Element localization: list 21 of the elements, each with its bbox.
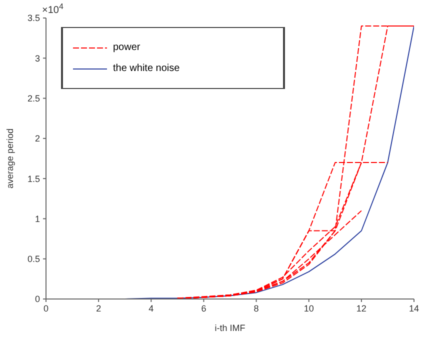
x-tick-label: 8 [254,303,259,314]
x-tick-label: 0 [43,303,49,314]
y-tick-label: 1 [34,214,40,224]
y-tick-label: 2.5 [27,93,40,104]
legend-label: the white noise [113,63,180,74]
x-tick-label: 2 [96,303,102,314]
y-tick-label: 3.5 [27,13,40,24]
y-tick-label: 1.5 [27,174,40,184]
x-tick-label: 4 [148,303,154,314]
x-tick-label: 10 [304,303,314,314]
x-tick-label: 6 [201,303,206,314]
y-tick-label: 3 [34,53,40,64]
y-tick-label: 2 [34,134,40,144]
y-tick-label: 0 [34,294,40,304]
y-tick-label: 0.5 [27,254,40,264]
x-axis-title: i-th IMF [214,323,246,333]
legend-label: power [113,42,140,53]
x-tick-label: 14 [408,303,420,314]
x-tick-label: 12 [356,303,366,314]
text: ×10$^{4}$ [42,2,64,16]
y-axis-title: average period [5,128,16,189]
